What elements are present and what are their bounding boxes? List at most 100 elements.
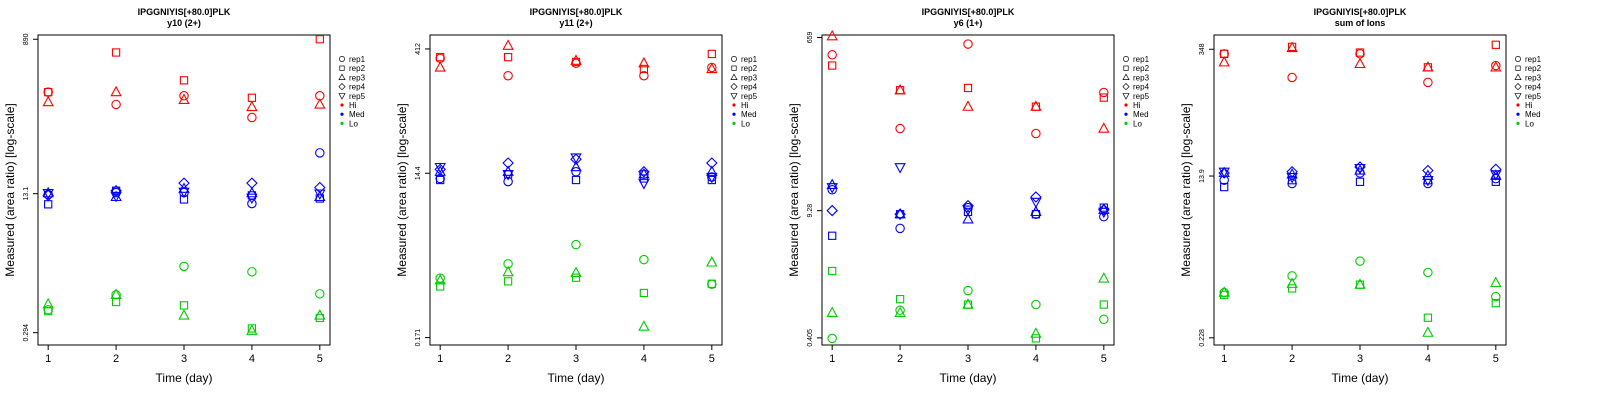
data-points xyxy=(826,29,1110,344)
data-point-med-rep4 xyxy=(314,181,326,194)
legend-color-dot xyxy=(732,121,736,125)
legend-label: Med xyxy=(1525,110,1541,119)
data-point-med-rep3 xyxy=(894,207,906,219)
data-point-lo-rep1 xyxy=(315,289,325,299)
data-point-lo-rep1 xyxy=(1355,256,1365,266)
data-point-hi-rep2 xyxy=(639,64,649,74)
legend-label: Hi xyxy=(1133,101,1141,110)
data-point-med-rep5 xyxy=(1218,167,1230,179)
data-point-med-rep3 xyxy=(314,190,326,202)
data-point-med-rep5 xyxy=(314,189,326,201)
data-point-med-rep4 xyxy=(42,189,54,202)
data-point-lo-rep2 xyxy=(111,297,121,307)
legend-label: Hi xyxy=(1525,101,1533,110)
data-point-lo-rep2 xyxy=(571,273,581,282)
x-tick-label: 3 xyxy=(1357,353,1363,365)
data-point-lo-rep1 xyxy=(895,305,905,315)
data-point-med-rep3 xyxy=(1098,203,1110,214)
data-point-hi-rep3 xyxy=(1030,100,1042,111)
data-point-lo-rep3 xyxy=(110,288,122,299)
data-point-med-rep5 xyxy=(894,163,906,174)
data-points xyxy=(434,39,718,331)
x-tick-label: 5 xyxy=(1101,353,1107,365)
data-point-med-rep5 xyxy=(1286,173,1298,184)
data-point-hi-rep2 xyxy=(436,53,445,62)
data-point-hi-rep3 xyxy=(1286,41,1298,53)
data-point-hi-rep1 xyxy=(895,123,905,134)
legend-symbol-rep1 xyxy=(1515,56,1521,62)
legend-label: Lo xyxy=(349,119,358,128)
legend-label: rep3 xyxy=(741,73,758,82)
legend-symbol-rep1 xyxy=(731,56,737,62)
data-point-hi-rep1 xyxy=(503,70,513,81)
y-tick-label: 0.294 xyxy=(23,324,30,342)
data-point-med-rep2 xyxy=(436,175,445,185)
data-point-lo-rep3 xyxy=(1354,278,1366,289)
chart-subtitle: y10 (2+) xyxy=(167,18,201,28)
x-axis-label: Time (day) xyxy=(940,371,997,385)
data-point-med-rep5 xyxy=(110,191,122,203)
legend-label: Hi xyxy=(741,101,749,110)
data-point-lo-rep3 xyxy=(1218,286,1230,297)
x-axis-label: Time (day) xyxy=(1332,371,1389,385)
data-point-hi-rep3 xyxy=(1354,57,1366,69)
data-point-med-rep5 xyxy=(638,179,650,190)
data-point-hi-rep3 xyxy=(962,100,974,111)
x-tick-label: 5 xyxy=(709,353,715,365)
y-tick-label: 14.4 xyxy=(415,166,422,180)
data-point-lo-rep3 xyxy=(178,309,190,320)
data-point-med-rep5 xyxy=(826,183,838,194)
y-tick-label: 0.405 xyxy=(807,329,814,347)
data-point-lo-rep3 xyxy=(962,298,974,309)
data-point-med-rep3 xyxy=(570,160,582,172)
data-point-lo-rep2 xyxy=(1491,299,1500,308)
legend-label: rep1 xyxy=(1525,55,1542,64)
x-tick-label: 4 xyxy=(641,353,647,365)
data-point-lo-rep1 xyxy=(43,305,53,315)
legend-symbol-rep3 xyxy=(338,73,346,80)
data-point-lo-rep1 xyxy=(179,261,189,272)
data-point-med-rep4 xyxy=(1490,163,1502,176)
data-point-hi-rep3 xyxy=(706,62,718,74)
data-point-hi-rep1 xyxy=(963,39,973,49)
data-point-med-rep2 xyxy=(1355,177,1365,186)
data-point-med-rep5 xyxy=(1354,163,1366,175)
plot-frame xyxy=(37,34,331,346)
legend-symbol-rep2 xyxy=(731,65,737,71)
data-point-med-rep3 xyxy=(638,167,650,179)
legend-label: Med xyxy=(741,110,757,119)
legend-label: rep5 xyxy=(349,92,366,101)
data-point-lo-rep3 xyxy=(638,320,650,331)
data-point-hi-rep1 xyxy=(43,87,53,97)
y-tick-label: 0.228 xyxy=(1199,329,1206,347)
legend-color-dot xyxy=(1124,121,1128,125)
data-point-lo-rep1 xyxy=(1491,291,1501,302)
legend-symbol-rep2 xyxy=(1123,65,1129,71)
data-point-med-rep5 xyxy=(570,153,582,164)
legend-symbol-rep5 xyxy=(338,93,346,100)
legend-color-dot xyxy=(732,112,736,116)
data-point-hi-rep1 xyxy=(179,91,189,101)
data-point-hi-rep3 xyxy=(1098,122,1110,133)
x-tick-label: 3 xyxy=(965,353,971,365)
data-point-lo-rep2 xyxy=(179,301,189,310)
data-point-hi-rep2 xyxy=(179,76,189,85)
data-point-lo-rep2 xyxy=(1031,334,1041,343)
legend-label: rep4 xyxy=(741,83,758,92)
legend-label: rep5 xyxy=(741,92,758,101)
legend-color-dot xyxy=(1516,121,1520,125)
legend-color-dot xyxy=(340,103,344,107)
data-point-lo-rep3 xyxy=(434,274,446,285)
data-point-lo-rep3 xyxy=(826,306,838,318)
data-point-lo-rep3 xyxy=(246,324,258,335)
legend-symbol-rep5 xyxy=(730,93,738,100)
data-point-hi-rep1 xyxy=(639,70,649,81)
x-tick-label: 4 xyxy=(1033,353,1039,365)
data-point-hi-rep2 xyxy=(963,83,973,93)
chart-title: IPGGNIYIS[+80.0]PLK xyxy=(922,7,1015,17)
data-point-med-rep3 xyxy=(246,186,258,198)
chart-subtitle: y6 (1+) xyxy=(954,18,983,28)
